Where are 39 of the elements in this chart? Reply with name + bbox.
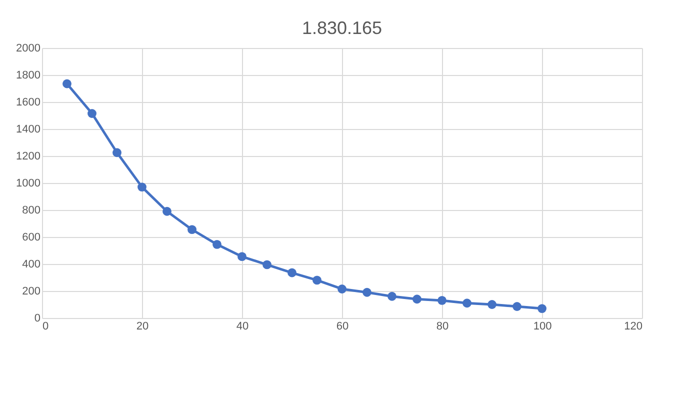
point — [312, 276, 322, 285]
y-tick-label: 2000 — [16, 42, 40, 54]
point — [162, 206, 172, 216]
point — [388, 292, 396, 301]
y-tick-label: 400 — [22, 258, 40, 270]
point — [338, 284, 346, 294]
x-tick-label: 0 — [42, 320, 49, 332]
x-tick-label: 40 — [236, 320, 249, 332]
y-tick-label: 200 — [22, 286, 40, 298]
x-tick-label: 80 — [436, 320, 449, 332]
point — [512, 302, 522, 311]
point — [262, 260, 272, 270]
chart-title: 1.830.165 — [302, 18, 382, 38]
y-tick-label: 1800 — [16, 70, 40, 82]
point — [412, 294, 422, 304]
x-tick-label: 60 — [336, 320, 349, 332]
y-tick-label: 0 — [34, 312, 40, 324]
y-tick-label: 600 — [22, 232, 40, 244]
point — [462, 298, 472, 308]
y-tick-label: 1000 — [16, 178, 40, 190]
point — [88, 109, 96, 118]
point — [288, 268, 296, 278]
point — [112, 148, 122, 158]
x-tick-label: 120 — [624, 320, 642, 332]
y-tick-label: 800 — [22, 204, 40, 216]
y-tick-label: 1600 — [16, 96, 40, 108]
point — [438, 296, 446, 305]
point — [212, 240, 222, 249]
point — [362, 288, 372, 297]
point — [188, 225, 196, 234]
point — [538, 304, 546, 314]
point — [488, 300, 496, 309]
point — [62, 79, 72, 88]
x-tick-label: 20 — [136, 320, 149, 332]
y-tick-label: 1400 — [16, 124, 40, 136]
point — [238, 252, 246, 262]
y-tick-label: 1200 — [16, 150, 40, 162]
point — [138, 182, 146, 192]
x-tick-label: 100 — [533, 320, 552, 332]
